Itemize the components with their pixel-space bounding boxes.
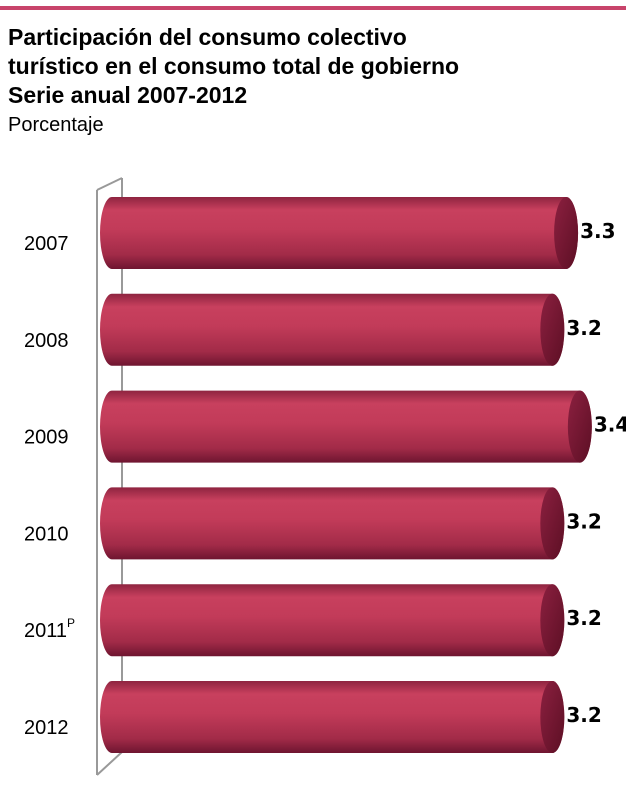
chart-subtitle: Porcentaje — [8, 114, 104, 136]
value-label: 3.2 — [566, 316, 601, 340]
category-label: 2011P — [24, 616, 75, 642]
bar-2009 — [100, 390, 592, 463]
bar-2007 — [100, 197, 579, 269]
chart-back-wall — [96, 177, 123, 776]
category-label: 2009 — [24, 427, 69, 449]
category-label: 2010 — [24, 523, 69, 545]
value-label: 3.2 — [566, 606, 601, 630]
chart-title-line-3: Serie anual 2007-2012 — [8, 82, 248, 108]
category-label: 2012 — [24, 717, 69, 739]
bar-2012 — [100, 681, 565, 753]
bar-2010 — [99, 487, 565, 560]
value-label: 3.3 — [580, 219, 615, 243]
bar-end-cap — [567, 390, 592, 463]
value-label: 3.2 — [566, 703, 601, 727]
bar-2011 — [100, 584, 565, 657]
bar-end-cap — [540, 487, 565, 560]
category-label: 2008 — [24, 330, 69, 352]
bar-body — [100, 197, 579, 269]
wall-top-edge — [96, 177, 123, 191]
bar-body — [100, 584, 565, 657]
bar-end-cap — [554, 197, 579, 269]
category-label: 2007 — [24, 233, 69, 255]
wall-bottom-edge — [96, 751, 123, 776]
chart-title: Participación del consumo colectivo turí… — [8, 23, 459, 110]
bar-body — [100, 293, 565, 366]
bar-2008 — [100, 293, 565, 366]
value-label: 3.4 — [594, 413, 626, 437]
category-superscript: P — [67, 616, 75, 630]
bar-body — [100, 681, 565, 753]
bar-end-cap — [540, 293, 565, 366]
top-accent-rule — [0, 6, 626, 10]
chart-title-line-2: turístico en el consumo total de gobiern… — [8, 53, 460, 79]
bar-end-cap — [540, 681, 565, 753]
bar-body — [99, 487, 565, 560]
chart-title-line-1: Participación del consumo colectivo — [8, 24, 407, 50]
bar-body — [100, 390, 592, 463]
value-label: 3.2 — [566, 509, 601, 533]
bar-end-cap — [540, 584, 565, 657]
